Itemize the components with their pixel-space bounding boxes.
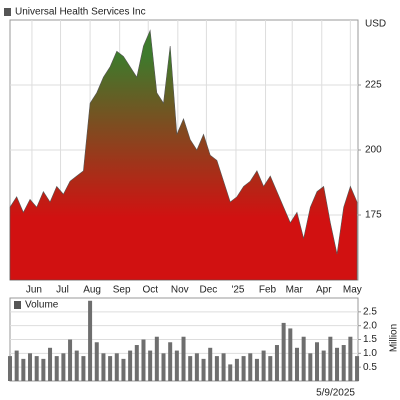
volume-bar [121,358,126,381]
volume-bar [81,356,86,381]
volume-bar [41,358,46,381]
volume-bar [328,336,333,381]
x-tick-label: Jun [26,285,42,296]
volume-bar [48,347,53,381]
volume-bar [221,353,226,381]
volume-bar [301,336,306,381]
volume-bar [288,328,293,381]
volume-bar [154,336,159,381]
y-axis-label: USD [365,19,386,30]
y-tick-label: 225 [365,80,382,91]
volume-bar [315,342,320,381]
volume-bar [108,356,113,381]
volume-bar [241,356,246,381]
volume-bar [308,353,313,381]
volume-bar [21,358,26,381]
x-tick-label: Aug [83,285,101,296]
volume-bar [274,345,279,381]
volume-bar [261,350,266,381]
volume-bar [94,342,99,381]
volume-bar [7,356,13,381]
volume-title: Volume [25,300,59,311]
chart-title: Universal Health Services Inc [15,7,146,18]
x-tick-label: Nov [171,285,189,296]
volume-bar [114,353,119,381]
volume-icon [14,301,21,309]
x-tick-label: Oct [142,285,158,296]
volume-bar [268,356,273,381]
volume-bar [161,353,166,381]
volume-bar [355,356,360,381]
volume-bar [281,322,286,381]
volume-bar [181,336,186,381]
price-area [9,29,358,281]
volume-bar [88,300,93,381]
volume-bar [201,358,206,381]
x-tick-label: Apr [316,285,332,296]
volume-bar [348,336,353,381]
volume-bar [61,353,66,381]
x-tick-label: '25 [231,285,244,296]
volume-bar [228,364,233,381]
volume-bar [188,356,193,381]
volume-bar [174,350,179,381]
volume-bar [34,356,39,381]
volume-bar [28,353,33,381]
volume-bar [68,339,73,381]
volume-axis-label: Million [389,324,400,352]
title-icon [4,8,11,16]
volume-bar [74,350,79,381]
y-tick-label: 1.0 [363,348,377,359]
volume-bar [248,353,253,381]
y-tick-label: 175 [365,210,382,221]
x-tick-label: Jul [56,285,69,296]
date-label: 5/9/2025 [316,388,355,399]
y-tick-label: 2.5 [363,306,377,317]
x-tick-label: Dec [200,285,218,296]
x-tick-label: Mar [286,285,304,296]
volume-bar [101,353,106,381]
y-tick-label: 200 [365,145,382,156]
x-tick-label: Sep [113,285,131,296]
x-tick-label: May [343,285,362,296]
volume-bar [14,350,19,381]
volume-bar [148,350,153,381]
volume-bar [335,347,340,381]
volume-bar [254,358,259,381]
volume-bar [141,339,146,381]
volume-bar [134,345,139,381]
volume-bar [321,350,326,381]
volume-bar [234,358,239,381]
y-tick-label: 1.5 [363,334,377,345]
x-tick-label: Feb [259,285,277,296]
volume-bar [54,356,59,381]
volume-bar [168,342,173,381]
y-tick-label: 0.5 [363,362,377,373]
volume-bar [214,356,219,381]
volume-bar [294,347,299,381]
volume-bar [208,347,213,381]
volume-bar [194,353,199,381]
volume-bar [341,345,346,381]
volume-bar [128,350,133,381]
y-tick-label: 2.0 [363,320,377,331]
